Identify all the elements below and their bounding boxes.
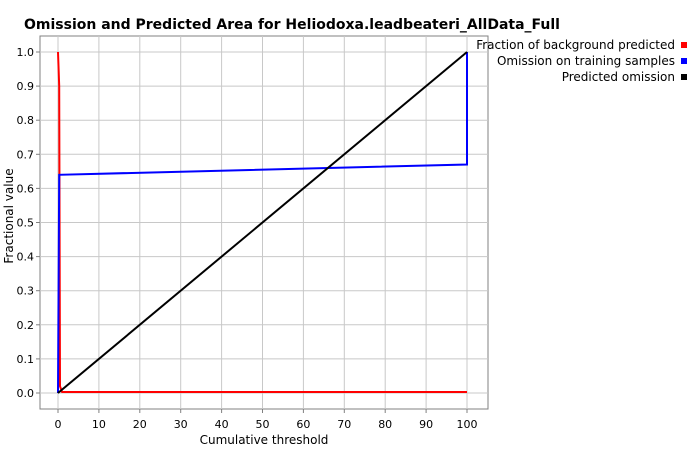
series-line-predicted-omission: [57, 51, 468, 394]
x-tick-label: 20: [133, 418, 147, 431]
legend-label-fraction-of-background-predicted: Fraction of background predicted: [476, 38, 675, 52]
y-tick-label: 0.3: [17, 285, 35, 298]
x-tick-label: 60: [296, 418, 310, 431]
y-tick-label: 0.6: [17, 182, 35, 195]
y-tick-label: 0.9: [17, 80, 35, 93]
series-line-omission-on-training-samples: [57, 52, 468, 394]
x-tick-label: 10: [92, 418, 106, 431]
legend-label-omission-on-training-samples: Omission on training samples: [497, 54, 675, 68]
y-tick-label: 0.8: [17, 114, 35, 127]
y-tick-label: 0.4: [17, 251, 35, 264]
x-tick-label: 90: [419, 418, 433, 431]
axis-ticks: 0 10 20 30 40 50 60 70 80 90 100 0.0 0.1 0.2 0.3 0.4 0.5…: [17, 46, 478, 431]
y-tick-label: 0.1: [17, 353, 35, 366]
legend-swatch-omission-on-training-samples: [681, 58, 687, 64]
y-tick-label: 1.0: [17, 46, 35, 59]
y-tick-label: 0.7: [17, 148, 35, 161]
x-tick-label: 40: [215, 418, 229, 431]
x-tick-label: 0: [55, 418, 62, 431]
legend-swatch-fraction-of-background-predicted: [681, 42, 687, 48]
legend-swatch-predicted-omission: [681, 74, 687, 80]
y-tick-label: 0.2: [17, 319, 35, 332]
x-tick-label: 30: [174, 418, 188, 431]
legend: Fraction of background predicted Omission…: [476, 38, 687, 84]
x-tick-label: 80: [378, 418, 392, 431]
x-tick-label: 100: [457, 418, 478, 431]
legend-label-predicted-omission: Predicted omission: [562, 70, 675, 84]
series-lines: [57, 51, 468, 394]
series-line-fraction-of-background-predicted: [57, 51, 467, 393]
x-tick-label: 70: [337, 418, 351, 431]
chart-title: Omission and Predicted Area for Heliodox…: [24, 17, 560, 33]
x-axis-label: Cumulative threshold: [200, 433, 329, 447]
x-tick-label: 50: [256, 418, 270, 431]
y-axis-label: Fractional value: [2, 168, 16, 263]
y-tick-label: 0.0: [17, 387, 35, 400]
y-tick-label: 0.5: [17, 217, 35, 230]
